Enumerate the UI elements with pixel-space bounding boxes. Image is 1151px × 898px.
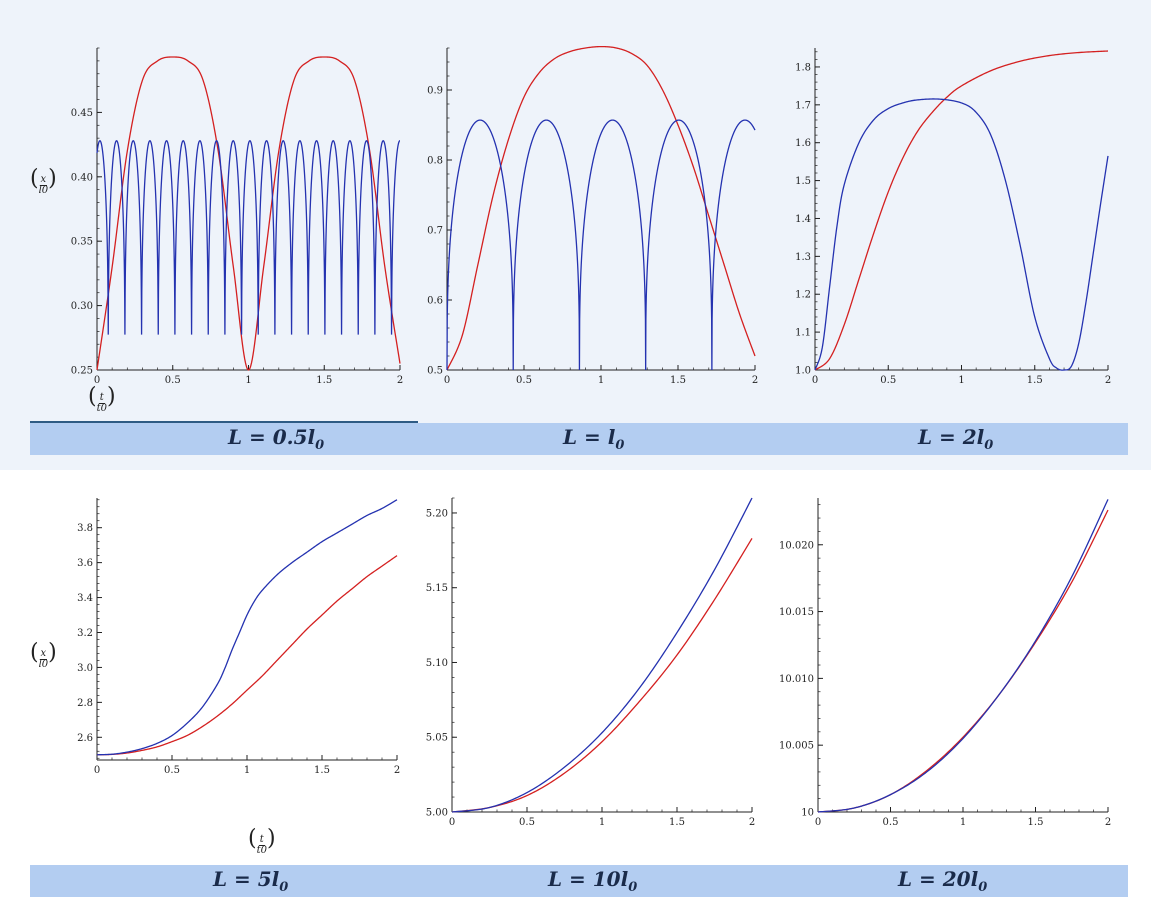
x-tick-label: 0.5	[880, 375, 896, 386]
x-tick-label: 0	[812, 375, 818, 386]
x-tick-label: 1.5	[670, 375, 686, 386]
x-tick-label: 1	[598, 375, 604, 386]
y-tick-label: 1.3	[795, 252, 811, 263]
red-series-line	[96, 56, 401, 371]
x-tick-label: 0	[815, 817, 821, 828]
red-series-line	[96, 555, 398, 756]
y-tick-label: 0.7	[427, 226, 443, 237]
y-tick-label: 0.8	[427, 156, 443, 167]
y-tick-label: 3.2	[77, 628, 93, 639]
chart-p2: 0 0.5 1 1.5 20.50.60.70.80.9	[427, 45, 758, 386]
x-tick-label: 1	[244, 765, 250, 776]
red-series-line	[451, 538, 753, 813]
x-tick-label: 0.5	[519, 817, 535, 828]
y-tick-label: 3.6	[77, 558, 93, 569]
blue-series-line	[96, 140, 401, 335]
y-tick-label: 1.0	[795, 366, 811, 377]
blue-series-line	[446, 119, 756, 371]
blue-series-line	[96, 499, 398, 756]
x-tick-label: 1.5	[314, 765, 330, 776]
x-tick-label: 0	[94, 765, 100, 776]
y-tick-label: 10.020	[779, 540, 814, 551]
x-tick-label: 0.5	[516, 375, 532, 386]
y-tick-label: 0.6	[427, 296, 443, 307]
y-tick-label: 2.6	[77, 733, 93, 744]
y-tick-label: 0.40	[71, 172, 93, 183]
caption-band-top: L = 0.5l0 L = l0 L = 2l0	[30, 423, 1128, 455]
x-tick-label: 0.5	[883, 817, 899, 828]
chart-p5: 0 0.5 1 1.5 2 5.00 5.05 5.10 5.15 5.20	[426, 497, 755, 828]
x-tick-label: 1	[958, 375, 964, 386]
y-tick-label: 0.45	[71, 108, 93, 119]
y-tick-label: 5.20	[426, 508, 448, 519]
x-tick-label: 2	[752, 375, 758, 386]
y-tick-label: 1.1	[795, 328, 811, 339]
x-tick-label: 0	[94, 375, 100, 386]
y-tick-label: 10	[801, 808, 814, 819]
x-tick-label: 0	[444, 375, 450, 386]
y-axis-label-top: (x l0)	[30, 166, 57, 196]
x-tick-label: 0.5	[165, 375, 181, 386]
red-series-line	[814, 50, 1109, 371]
y-tick-label: 1.6	[795, 138, 811, 149]
y-tick-label: 3.8	[77, 523, 93, 534]
x-tick-label: 1.5	[1027, 375, 1043, 386]
y-tick-label: 0.30	[71, 301, 93, 312]
caption-p4: L = 5l0	[213, 867, 289, 895]
y-tick-label: 5.15	[426, 583, 448, 594]
blue-series-line	[817, 499, 1109, 813]
x-tick-label: 2	[1105, 817, 1111, 828]
caption-p6: L = 20l0	[898, 867, 988, 895]
y-axis-label-bottom: (x l0)	[30, 640, 57, 670]
red-series-line	[817, 509, 1109, 813]
chart-p3: 0 0.5 1 1.5 2 1.0 1.1 1.2 1.3 1.4 1.5 1.6 1.7 1.8	[795, 48, 1111, 386]
y-tick-label: 5.05	[426, 733, 448, 744]
chart-p6: 0 0.5 1 1.5 2 10 10.005 10.010 10.015 10.020	[779, 498, 1111, 828]
y-tick-label: 0.9	[427, 86, 443, 97]
y-tick-label: 10.010	[779, 674, 814, 685]
caption-p1: L = 0.5l0	[228, 425, 325, 453]
x-tick-label: 1	[960, 817, 966, 828]
x-tick-label: 1.5	[669, 817, 685, 828]
caption-p5: L = 10l0	[548, 867, 638, 895]
y-tick-label: 1.4	[795, 214, 811, 225]
y-tick-label: 3.0	[77, 663, 93, 674]
y-tick-label: 1.8	[795, 62, 811, 73]
x-tick-label: 1	[599, 817, 605, 828]
y-tick-label: 3.4	[77, 593, 93, 604]
x-tick-label: 1.5	[1028, 817, 1044, 828]
y-tick-label: 1.2	[795, 290, 811, 301]
blue-series-line	[814, 98, 1109, 371]
x-tick-label: 0.5	[164, 765, 180, 776]
chart-p1: 0 0.5 1 1.5 2 0.25 0.30 0.35 0.40 0.45	[71, 47, 403, 386]
red-series-line	[446, 45, 756, 371]
x-tick-label: 2	[749, 817, 755, 828]
caption-band-bottom: L = 5l0 L = 10l0 L = 20l0	[30, 865, 1128, 897]
chart-p4: 0 0.5 1 1.5 2 2.6 2.8 3.0 3.2 3.4 3.6 3.8	[77, 498, 400, 776]
y-tick-label: 0.5	[427, 366, 443, 377]
y-tick-label: 1.7	[795, 100, 811, 111]
separator-line	[30, 421, 418, 423]
x-tick-label: 2	[394, 765, 400, 776]
y-tick-label: 5.00	[426, 808, 448, 819]
x-tick-label: 1	[245, 375, 251, 386]
y-tick-label: 0.25	[71, 366, 93, 377]
x-axis-label-top: (t t0)	[88, 384, 116, 414]
x-axis-label-bottom: (t t0)	[248, 826, 276, 856]
y-tick-label: 1.5	[795, 176, 811, 187]
caption-p3: L = 2l0	[918, 425, 994, 453]
x-tick-label: 2	[1105, 375, 1111, 386]
y-tick-label: 10.015	[779, 607, 814, 618]
caption-p2: L = l0	[563, 425, 625, 453]
y-tick-label: 5.10	[426, 658, 448, 669]
y-tick-label: 0.35	[71, 237, 93, 248]
y-tick-label: 2.8	[77, 698, 93, 709]
x-tick-label: 2	[397, 375, 403, 386]
x-tick-label: 1.5	[316, 375, 332, 386]
x-tick-label: 0	[449, 817, 455, 828]
blue-series-line	[451, 497, 753, 813]
y-tick-label: 10.005	[779, 741, 814, 752]
